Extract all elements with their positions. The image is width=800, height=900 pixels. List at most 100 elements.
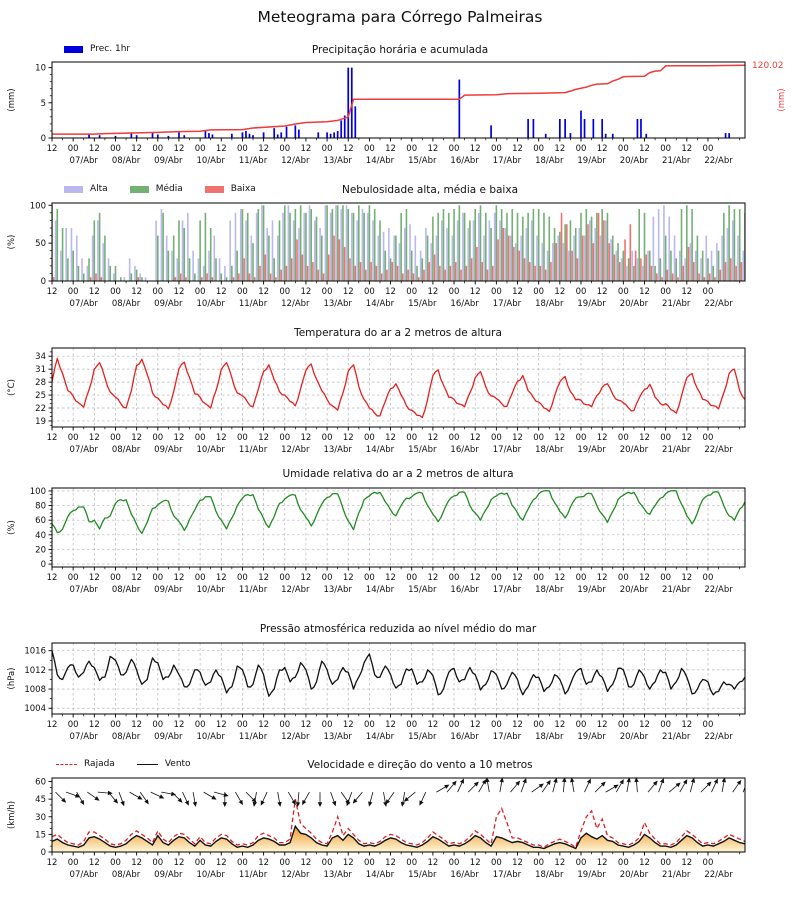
svg-text:00: 00 bbox=[195, 433, 206, 443]
svg-text:00: 00 bbox=[110, 573, 121, 583]
svg-text:00: 00 bbox=[449, 433, 460, 443]
svg-text:22/Abr: 22/Abr bbox=[704, 870, 733, 880]
svg-text:18/Abr: 18/Abr bbox=[535, 299, 564, 309]
svg-text:00: 00 bbox=[660, 287, 671, 297]
svg-text:00: 00 bbox=[279, 858, 290, 868]
svg-text:00: 00 bbox=[406, 433, 417, 443]
svg-text:12: 12 bbox=[427, 287, 438, 297]
svg-text:(%): (%) bbox=[7, 235, 17, 250]
svg-text:00: 00 bbox=[110, 287, 121, 297]
wind-direction-arrow-icon bbox=[605, 784, 619, 793]
svg-text:19/Abr: 19/Abr bbox=[577, 732, 606, 742]
svg-text:07/Abr: 07/Abr bbox=[70, 445, 99, 455]
svg-text:00: 00 bbox=[237, 144, 248, 154]
wind-direction-arrow-icon bbox=[385, 791, 395, 805]
svg-text:12: 12 bbox=[512, 144, 523, 154]
svg-text:12: 12 bbox=[89, 720, 100, 730]
svg-text:09/Abr: 09/Abr bbox=[154, 299, 183, 309]
wind-direction-arrow-icon bbox=[252, 792, 257, 807]
svg-text:00: 00 bbox=[491, 433, 502, 443]
svg-text:17/Abr: 17/Abr bbox=[493, 870, 522, 880]
svg-text:00: 00 bbox=[533, 858, 544, 868]
svg-text:00: 00 bbox=[491, 720, 502, 730]
svg-text:0: 0 bbox=[41, 134, 46, 144]
legend-item-prec-1hr: Prec. 1hr bbox=[64, 44, 130, 54]
svg-text:12: 12 bbox=[131, 573, 142, 583]
svg-text:18/Abr: 18/Abr bbox=[535, 870, 564, 880]
legend-item-rajada: Rajada bbox=[56, 759, 115, 769]
svg-text:13/Abr: 13/Abr bbox=[323, 732, 352, 742]
svg-text:45: 45 bbox=[35, 795, 46, 805]
wind-direction-arrow-icon bbox=[287, 791, 296, 806]
wind-direction-arrow-icon bbox=[383, 792, 388, 807]
svg-text:13/Abr: 13/Abr bbox=[323, 445, 352, 455]
rajada-legend-label: Rajada bbox=[84, 759, 115, 769]
wind-direction-arrow-icon bbox=[721, 778, 727, 793]
svg-text:12: 12 bbox=[47, 573, 58, 583]
svg-text:12: 12 bbox=[89, 144, 100, 154]
wind-direction-arrow-icon bbox=[457, 778, 464, 793]
svg-text:12: 12 bbox=[47, 144, 58, 154]
svg-text:12: 12 bbox=[554, 287, 565, 297]
svg-text:19/Abr: 19/Abr bbox=[577, 445, 606, 455]
wind-direction-arrow-icon bbox=[658, 778, 665, 793]
svg-text:1004: 1004 bbox=[24, 704, 46, 714]
svg-text:12/Abr: 12/Abr bbox=[281, 156, 310, 166]
svg-text:00: 00 bbox=[406, 720, 417, 730]
rajada-line-swatch-icon bbox=[56, 763, 77, 765]
wind-direction-arrow-icon bbox=[541, 779, 551, 793]
svg-text:19/Abr: 19/Abr bbox=[577, 870, 606, 880]
svg-text:12: 12 bbox=[89, 858, 100, 868]
svg-text:10/Abr: 10/Abr bbox=[197, 870, 226, 880]
svg-text:18/Abr: 18/Abr bbox=[535, 732, 564, 742]
wind-direction-arrow-icon bbox=[87, 791, 100, 801]
svg-text:00: 00 bbox=[364, 287, 375, 297]
svg-text:15/Abr: 15/Abr bbox=[408, 445, 437, 455]
wind-direction-arrow-icon bbox=[139, 791, 149, 805]
temperature-chart: 12 00 12 00 12 00 12 00 12 00 12 00 12 00 12 00 12 00 12 00… bbox=[7, 347, 746, 455]
svg-text:12: 12 bbox=[427, 858, 438, 868]
svg-text:12: 12 bbox=[89, 287, 100, 297]
media-swatch-icon bbox=[129, 185, 149, 193]
svg-text:00: 00 bbox=[152, 433, 163, 443]
svg-text:00: 00 bbox=[491, 858, 502, 868]
wind-direction-arrow-icon bbox=[570, 778, 575, 793]
svg-text:12: 12 bbox=[343, 720, 354, 730]
svg-text:12: 12 bbox=[385, 433, 396, 443]
svg-text:00: 00 bbox=[68, 287, 79, 297]
svg-text:12: 12 bbox=[385, 573, 396, 583]
svg-text:12: 12 bbox=[639, 433, 650, 443]
wind-direction-arrow-icon bbox=[647, 780, 658, 793]
wind-direction-arrow-icon bbox=[118, 791, 125, 807]
svg-text:21/Abr: 21/Abr bbox=[662, 585, 691, 595]
svg-text:11/Abr: 11/Abr bbox=[239, 732, 268, 742]
svg-text:00: 00 bbox=[703, 858, 714, 868]
svg-text:(hPa): (hPa) bbox=[7, 668, 17, 690]
svg-text:10/Abr: 10/Abr bbox=[197, 585, 226, 595]
svg-text:00: 00 bbox=[364, 144, 375, 154]
svg-text:16/Abr: 16/Abr bbox=[450, 732, 479, 742]
svg-text:00: 00 bbox=[68, 144, 79, 154]
svg-text:00: 00 bbox=[279, 144, 290, 154]
wind-direction-arrow-icon bbox=[711, 778, 718, 793]
wind-direction-arrow-icon bbox=[668, 782, 681, 793]
svg-text:15: 15 bbox=[35, 830, 46, 840]
wind-direction-arrow-icon bbox=[478, 779, 487, 793]
svg-text:00: 00 bbox=[618, 720, 629, 730]
svg-text:00: 00 bbox=[195, 287, 206, 297]
svg-text:12: 12 bbox=[470, 573, 481, 583]
svg-text:12: 12 bbox=[258, 720, 269, 730]
wind-direction-arrow-icon bbox=[260, 791, 268, 806]
svg-text:12: 12 bbox=[47, 720, 58, 730]
svg-text:00: 00 bbox=[703, 287, 714, 297]
baixa-legend-label: Baixa bbox=[230, 184, 256, 194]
svg-text:00: 00 bbox=[491, 573, 502, 583]
svg-text:12: 12 bbox=[554, 720, 565, 730]
precipitation-chart: 120.02 (mm) 12 00 12 00 12 00 12 00 12 00 12 00 12 00 12… bbox=[7, 61, 787, 166]
wind-direction-arrow-icon bbox=[732, 779, 742, 793]
wind-direction-arrow-icon bbox=[626, 778, 631, 793]
wind-direction-arrow-icon bbox=[446, 780, 457, 793]
svg-text:60: 60 bbox=[35, 778, 46, 788]
svg-text:21/Abr: 21/Abr bbox=[662, 156, 691, 166]
svg-text:25: 25 bbox=[35, 391, 46, 401]
